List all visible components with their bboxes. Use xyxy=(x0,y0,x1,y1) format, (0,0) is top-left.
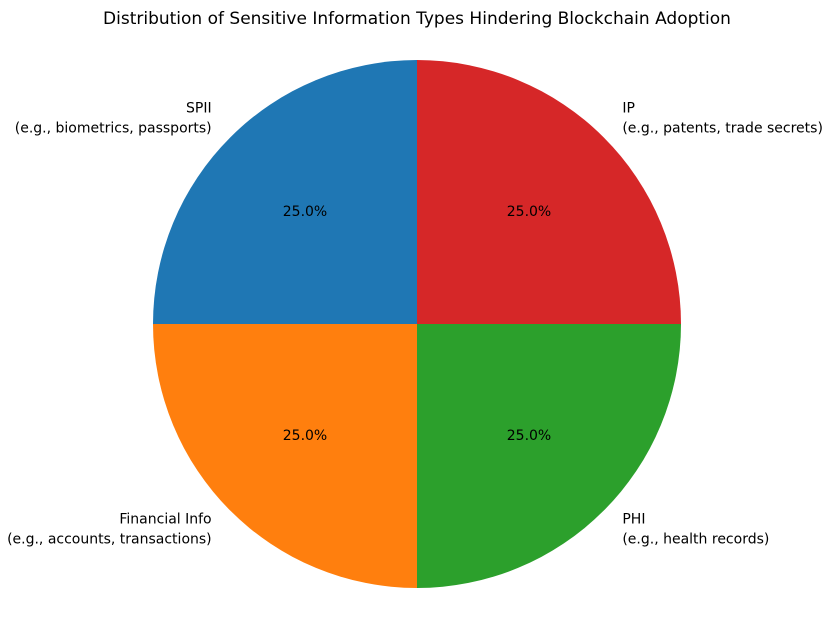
pie-slice xyxy=(153,324,417,588)
value-label: 25.0% xyxy=(283,204,327,220)
category-label: PHI xyxy=(622,511,645,527)
pie-slice xyxy=(417,324,681,588)
pie-slice xyxy=(153,60,417,324)
pie-slice xyxy=(417,60,681,324)
category-label: SPII xyxy=(186,101,212,117)
value-label: 25.0% xyxy=(283,428,327,444)
value-label: 25.0% xyxy=(507,204,551,220)
value-label: 25.0% xyxy=(507,428,551,444)
category-note: (e.g., accounts, transactions) xyxy=(7,531,212,547)
category-label: Financial Info xyxy=(119,511,211,527)
category-note: (e.g., health records) xyxy=(622,531,769,547)
chart-title: Distribution of Sensitive Information Ty… xyxy=(103,9,731,29)
category-note: (e.g., patents, trade secrets) xyxy=(622,121,823,137)
category-label: IP xyxy=(622,101,635,117)
category-note: (e.g., biometrics, passports) xyxy=(15,121,212,137)
